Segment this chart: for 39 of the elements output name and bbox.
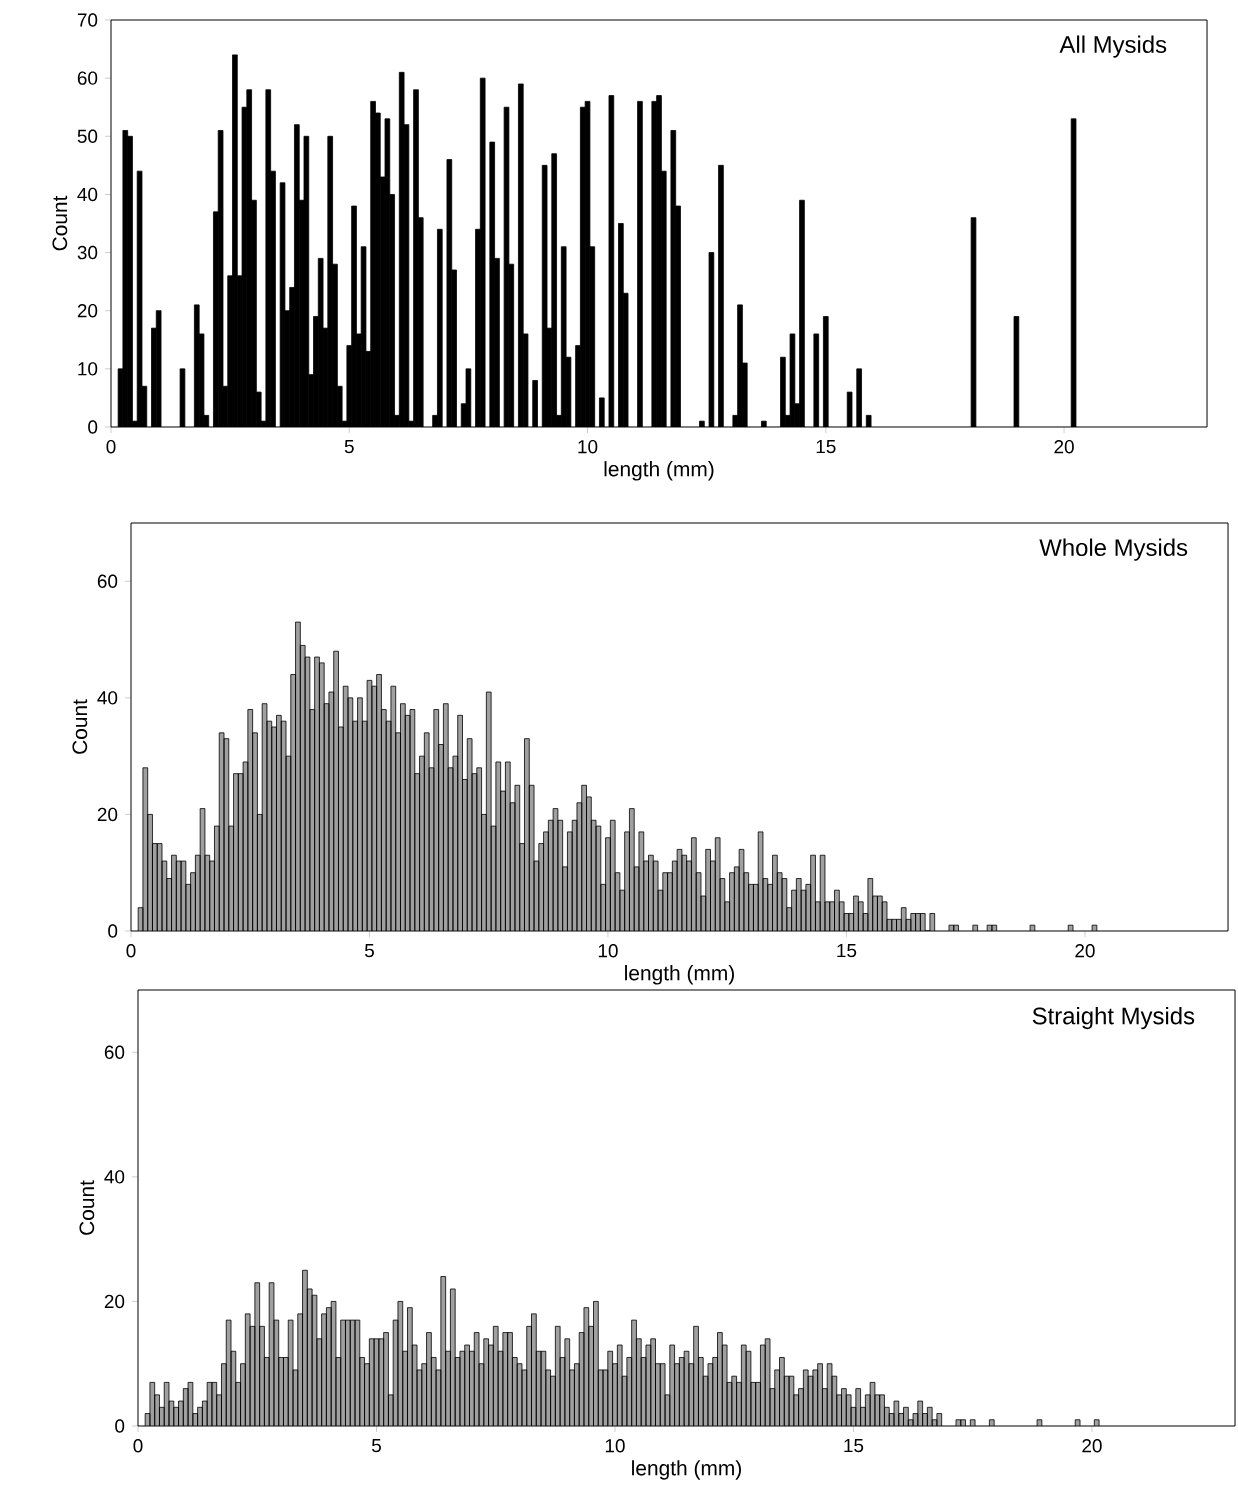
x-tick-label: 20 xyxy=(1082,1439,1102,1453)
y-tick-label: 20 xyxy=(77,304,98,318)
text: All Mysids xyxy=(1059,35,1167,58)
y-tick-label: 60 xyxy=(104,1045,125,1059)
text: Straight Mysids xyxy=(1032,1006,1195,1030)
y-axis-title: Count xyxy=(52,195,68,251)
x-tick-label: 15 xyxy=(837,944,857,958)
x-tick-label: 10 xyxy=(605,1439,625,1453)
x-tick-label: 5 xyxy=(344,440,354,454)
y-tick-label: 20 xyxy=(97,807,118,822)
text: Whole Mysids xyxy=(1039,538,1188,561)
x-axis-title: length (mm) xyxy=(632,1460,741,1480)
x-tick-label: 15 xyxy=(816,440,836,454)
x-tick-label: 10 xyxy=(598,944,618,958)
x-tick-label: 20 xyxy=(1075,944,1095,958)
x-tick-label: 20 xyxy=(1054,440,1074,454)
x-tick-label: 0 xyxy=(126,944,136,958)
y-tick-label: 40 xyxy=(97,691,118,705)
x-tick-label: 10 xyxy=(578,440,598,454)
y-tick-label: 20 xyxy=(104,1294,125,1309)
y-tick-label: 0 xyxy=(115,1419,125,1433)
y-tick-label: 60 xyxy=(77,71,98,85)
y-tick-label: 0 xyxy=(88,420,98,434)
y-tick-label: 40 xyxy=(77,187,98,202)
y-axis-title: Count xyxy=(72,699,88,754)
x-tick-label: 5 xyxy=(364,944,374,958)
y-tick-label: 10 xyxy=(78,362,98,376)
x-tick-label: 5 xyxy=(371,1439,381,1453)
x-tick-label: 0 xyxy=(133,1439,143,1453)
x-axis-title: length (mm) xyxy=(604,461,714,481)
y-tick-label: 50 xyxy=(77,129,98,143)
x-tick-label: 15 xyxy=(844,1439,864,1453)
y-tick-label: 70 xyxy=(77,13,98,27)
y-tick-label: 40 xyxy=(104,1170,125,1184)
y-tick-label: 0 xyxy=(108,924,118,938)
y-axis-title: Count xyxy=(79,1180,95,1235)
x-axis-title: length (mm) xyxy=(625,965,734,985)
y-tick-label: 60 xyxy=(97,574,118,588)
y-tick-label: 30 xyxy=(77,245,98,260)
